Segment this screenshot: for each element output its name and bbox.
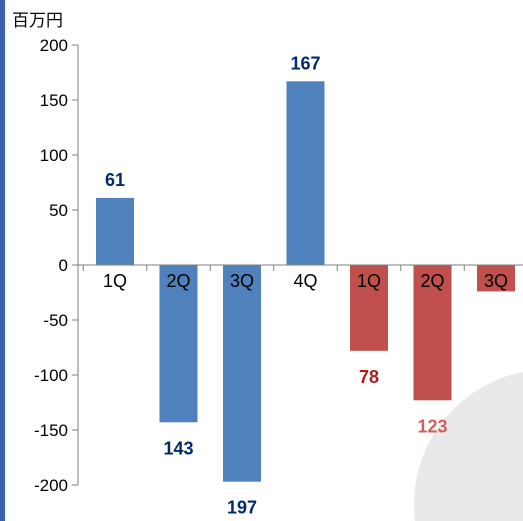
data-label: 167 [290,53,320,73]
y-tick-label: -150 [34,421,68,440]
y-tick-label: 100 [40,146,68,165]
unit-label: 百万円 [12,11,63,30]
category-label: 1Q [103,271,127,291]
category-label: 2Q [420,271,444,291]
data-label: 123 [417,416,447,436]
left-accent-stripe [0,0,5,521]
x-axis-ticks [82,265,465,271]
y-tick-label: 200 [40,36,68,55]
category-labels: 1Q 2Q 3Q 4Q 1Q 2Q 3Q [103,271,508,291]
y-tick-label: -50 [43,311,68,330]
data-label: 143 [163,438,193,458]
y-axis-ticks: 200 150 100 50 0 -50 -100 -150 -200 [34,36,78,495]
bar-1 [96,197,134,265]
y-tick-label: 0 [59,256,68,275]
y-tick-label: -100 [34,366,68,385]
category-label: 3Q [230,271,254,291]
data-label: 197 [227,498,257,518]
bar-5 [350,265,388,351]
y-tick-label: 50 [49,201,68,220]
category-label: 1Q [357,271,381,291]
bars [96,81,515,482]
y-tick-label: 150 [40,91,68,110]
data-label: 61 [105,170,125,190]
data-label: 78 [359,367,379,387]
y-tick-label: -200 [34,476,68,495]
category-label: 3Q [484,271,508,291]
category-label: 4Q [293,271,317,291]
bar-3 [223,265,261,482]
bar-4 [286,81,325,265]
data-labels: 611431971677812324 [105,53,448,518]
category-label: 2Q [166,271,190,291]
bar-7 [477,265,515,292]
bar-6 [413,265,452,401]
bar-2 [159,265,198,423]
